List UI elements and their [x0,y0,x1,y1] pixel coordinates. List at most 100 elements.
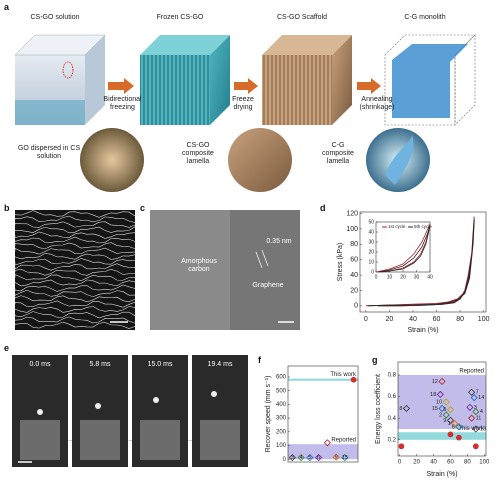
point [306,454,314,462]
point-label: 14 [478,395,484,401]
point-label: 13 [480,426,486,432]
arrow [234,78,258,94]
y-tick-label: 20 [368,249,374,255]
cube-side [210,35,230,125]
y-tick-label: 200 [276,429,287,435]
point [447,431,454,438]
point-label: 7 [476,390,479,396]
point-label: 5 [308,455,311,461]
time-label: 5.8 ms [89,361,111,368]
y-tick-label: 20 [350,287,358,294]
y-tick-label: 0.4 [388,416,397,422]
x-tick-label: 40 [427,274,433,280]
x-axis-label: Strain (%) [407,327,438,334]
point-label: 6 [452,424,455,430]
lamella-line [14,258,136,266]
point-label: 2 [439,412,442,418]
lamella-line [14,226,136,234]
lamella-line [14,247,136,255]
cube-top [262,35,352,55]
point [323,439,331,447]
beaker [200,420,240,460]
plot-frame [359,211,487,313]
sem-texture [14,210,136,329]
x-tick-label: 60 [447,460,454,466]
panel-label: d [320,203,326,213]
y-tick-label: 0 [371,269,374,275]
x-tick-label: 80 [456,316,464,323]
lamella-line [14,321,136,329]
stage-label: C-G monolith [404,14,446,21]
cube-outline [454,34,476,126]
point-label: 5 [443,407,446,413]
band-label: This work [458,426,485,432]
solution [15,100,85,125]
point [436,390,444,398]
highlight [62,61,74,79]
x-tick-label: 30 [414,274,420,280]
y-tick-label: 60 [350,257,358,264]
point-label: 11 [476,416,482,422]
band-label: Reported [331,438,356,444]
point [468,388,476,396]
panel-label: a [4,2,10,12]
cube-front [140,55,210,125]
beaker [20,420,60,460]
point [451,420,459,428]
point [315,454,323,462]
x-tick-label: 20 [386,316,394,323]
tem-region [230,210,300,330]
point [466,403,474,411]
lamella-line [14,279,136,287]
point [398,443,405,450]
ball [211,391,217,397]
point [455,423,463,431]
inset-label: CS-GO composite lamella [182,142,214,165]
panel-label: g [372,355,378,365]
lamella-line [14,236,136,244]
lamella-line [14,268,136,276]
lamella-line [14,242,136,250]
point [341,454,349,462]
time-label: 15.0 ms [148,361,173,368]
arrow: → [127,438,133,444]
point [288,454,296,462]
arrow: → [187,438,193,444]
time-label: 19.4 ms [208,361,233,368]
point-label: 18 [430,392,436,398]
plot-frame [287,365,359,463]
band [398,432,486,440]
cube-top [140,35,230,55]
point [297,454,305,462]
point-label: 9 [443,418,446,424]
y-tick-label: 50 [368,219,374,225]
point [332,453,340,461]
y-tick-label: 30 [368,239,374,245]
x-axis-label: Strain (%) [426,471,457,478]
y-tick-label: 0.8 [388,373,397,379]
point-label: 10 [436,399,442,405]
point [446,416,455,424]
lamella-line [14,210,136,218]
y-tick-label: 40 [350,272,358,279]
y-tick-label: 0.6 [388,394,397,400]
panel-label: c [140,203,146,213]
x-tick-label: 0 [364,316,368,323]
point [438,404,446,413]
point [350,376,357,383]
step-label: Annealing (shrinkage) [359,96,395,111]
tem-label: Graphene [252,282,284,289]
y-tick-label: 40 [368,229,374,235]
point [442,411,450,419]
stage-label: CS-GO Scaffold [276,14,328,21]
y-tick-label: 400 [276,402,287,408]
fringe [255,251,263,269]
ball [95,403,101,409]
line-series [378,225,431,273]
point-label: 15 [342,455,348,461]
beaker [140,420,180,460]
y-tick-label: 10 [368,259,374,265]
legend-label: 1st cycle [388,224,406,229]
